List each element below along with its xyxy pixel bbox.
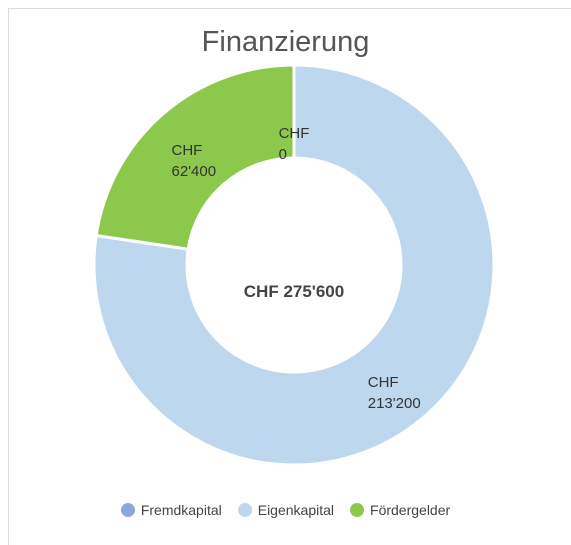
frame [8, 8, 571, 545]
data-label: CHF 62'400 [171, 141, 217, 180]
data-label: CHF 0 [278, 124, 310, 163]
chart-title: Finanzierung [201, 26, 370, 58]
legend-swatch [350, 503, 365, 517]
legend-swatch [237, 503, 252, 517]
legend-swatch [120, 503, 135, 517]
legend-item: Eigenkapital [237, 502, 335, 518]
data-label: CHF 213'200 [367, 374, 421, 413]
donut-slice [92, 63, 496, 467]
legend-item: Fördergelder [350, 502, 450, 518]
center-label: CHF 275'600 [243, 282, 345, 301]
legend-label: Fremdkapital [140, 502, 222, 518]
legend: Fremdkapital Eigenkapital Fördergelder [0, 502, 571, 518]
legend-label: Eigenkapital [257, 502, 335, 518]
donut-slice [94, 63, 296, 251]
legend-item: Fremdkapital [120, 502, 222, 518]
legend-label: Fördergelder [370, 502, 451, 518]
